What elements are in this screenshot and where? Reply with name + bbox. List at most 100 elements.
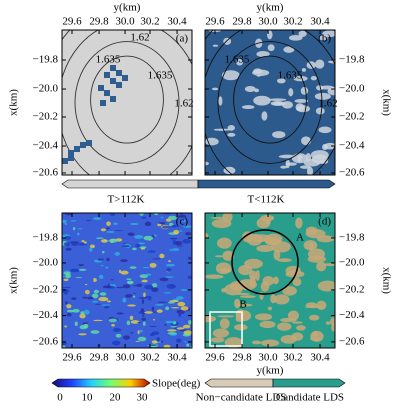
non-candidate-patch bbox=[307, 248, 326, 260]
non-candidate-patch bbox=[330, 317, 335, 326]
slope-texture bbox=[170, 326, 178, 328]
slope-texture bbox=[182, 220, 187, 222]
slope-texture bbox=[94, 303, 101, 305]
cold-pixel bbox=[104, 90, 110, 96]
non-candidate-patch bbox=[214, 255, 224, 258]
slope-texture bbox=[151, 340, 159, 344]
warm-patch bbox=[261, 111, 268, 121]
slope-texture bbox=[141, 299, 145, 304]
slope-texture bbox=[63, 292, 68, 295]
contour-label: 1.635 bbox=[225, 54, 250, 66]
slope-texture bbox=[185, 231, 192, 236]
slope-texture bbox=[65, 273, 71, 279]
x-tick-label: 29.8 bbox=[232, 352, 252, 364]
contour bbox=[74, 41, 180, 164]
slope-texture bbox=[151, 306, 155, 311]
slope-texture bbox=[155, 304, 164, 306]
annotation: A bbox=[296, 232, 304, 244]
x-tick-label: 30.2 bbox=[283, 352, 302, 364]
slope-texture bbox=[123, 243, 126, 245]
non-candidate-patch bbox=[291, 321, 303, 324]
slope-texture bbox=[104, 305, 110, 309]
slope-texture bbox=[79, 313, 86, 319]
colorbar-title: Slope(deg) bbox=[152, 378, 201, 390]
slope-texture bbox=[153, 234, 158, 237]
warm-patch bbox=[221, 70, 240, 81]
slope-texture bbox=[157, 223, 162, 227]
slope-texture bbox=[156, 337, 161, 342]
non-candidate-patch bbox=[222, 250, 235, 262]
colorbar-left bbox=[61, 179, 199, 189]
x-axis-label: y(km) bbox=[257, 2, 284, 14]
slope-texture bbox=[129, 222, 139, 226]
x-axis-label: y(km) bbox=[257, 365, 284, 377]
non-candidate-patch bbox=[325, 321, 331, 325]
slope-texture bbox=[183, 225, 192, 228]
colorbar-slope bbox=[51, 378, 151, 388]
slope-texture bbox=[156, 309, 163, 313]
slope-texture bbox=[166, 283, 176, 289]
non-candidate-patch bbox=[219, 268, 232, 272]
non-candidate-patch bbox=[296, 325, 306, 331]
cold-pixel bbox=[74, 146, 80, 152]
labels: (a) 29.6 29.8 30.0 30.2 30.4 −19.8 −20.0 −20.2 −2… bbox=[8, 2, 393, 404]
warm-patch bbox=[236, 59, 244, 66]
non-candidate-patch bbox=[277, 322, 292, 331]
slope-texture bbox=[137, 336, 147, 342]
non-candidate-patch bbox=[264, 215, 272, 225]
slope-texture bbox=[163, 344, 171, 348]
y-tick-label: −20.6 bbox=[33, 167, 59, 179]
cold-pixel bbox=[104, 72, 110, 78]
non-candidate-patch bbox=[212, 328, 230, 338]
slope-texture bbox=[66, 304, 72, 309]
non-candidate-patch bbox=[239, 295, 256, 299]
y-tick-label: −20.6 bbox=[339, 335, 365, 347]
slope-texture bbox=[129, 266, 137, 269]
slope-texture bbox=[182, 324, 191, 329]
slope-texture bbox=[84, 289, 90, 295]
slope-texture bbox=[143, 292, 146, 298]
slope-texture bbox=[62, 345, 66, 348]
contour-label: 1.62 bbox=[130, 32, 149, 44]
slope-texture bbox=[182, 238, 191, 244]
slope-texture bbox=[130, 331, 134, 334]
slope-texture bbox=[102, 285, 112, 289]
slope-texture bbox=[165, 306, 170, 311]
slope-texture bbox=[142, 312, 145, 318]
slope-texture bbox=[187, 256, 192, 260]
slope-texture bbox=[106, 227, 110, 230]
slope-texture bbox=[65, 247, 72, 251]
warm-patch bbox=[218, 96, 223, 106]
non-candidate-patch bbox=[237, 279, 257, 291]
cold-pixel bbox=[86, 140, 92, 146]
cold-pixel bbox=[68, 155, 74, 161]
slope-texture bbox=[172, 240, 176, 245]
contour bbox=[90, 55, 164, 144]
slope-texture bbox=[175, 338, 182, 343]
non-candidate-patch bbox=[267, 306, 272, 311]
slope-texture bbox=[149, 262, 157, 268]
cold-pixel bbox=[98, 85, 104, 91]
slope-texture bbox=[176, 310, 179, 314]
region-a bbox=[231, 229, 299, 295]
slope-texture bbox=[168, 260, 171, 263]
slope-texture bbox=[106, 221, 111, 226]
slope-texture bbox=[110, 279, 114, 281]
slope-texture bbox=[77, 232, 80, 236]
slope-texture bbox=[75, 269, 79, 272]
non-candidate-patch bbox=[316, 261, 327, 272]
slope-texture bbox=[176, 327, 185, 330]
slope-texture bbox=[182, 333, 191, 337]
x-tick-label: 30.2 bbox=[140, 16, 159, 28]
slope-texture bbox=[106, 257, 110, 262]
warm-patch bbox=[244, 86, 256, 92]
warm-patch bbox=[253, 68, 263, 74]
non-candidate-patch bbox=[253, 239, 270, 242]
non-candidate-patch bbox=[217, 315, 235, 318]
slope-texture bbox=[72, 227, 76, 231]
x-tick-label: 29.6 bbox=[62, 352, 82, 364]
y-tick-label: −20.4 bbox=[339, 309, 365, 321]
slope-texture bbox=[169, 237, 178, 240]
slope-texture bbox=[188, 320, 192, 325]
